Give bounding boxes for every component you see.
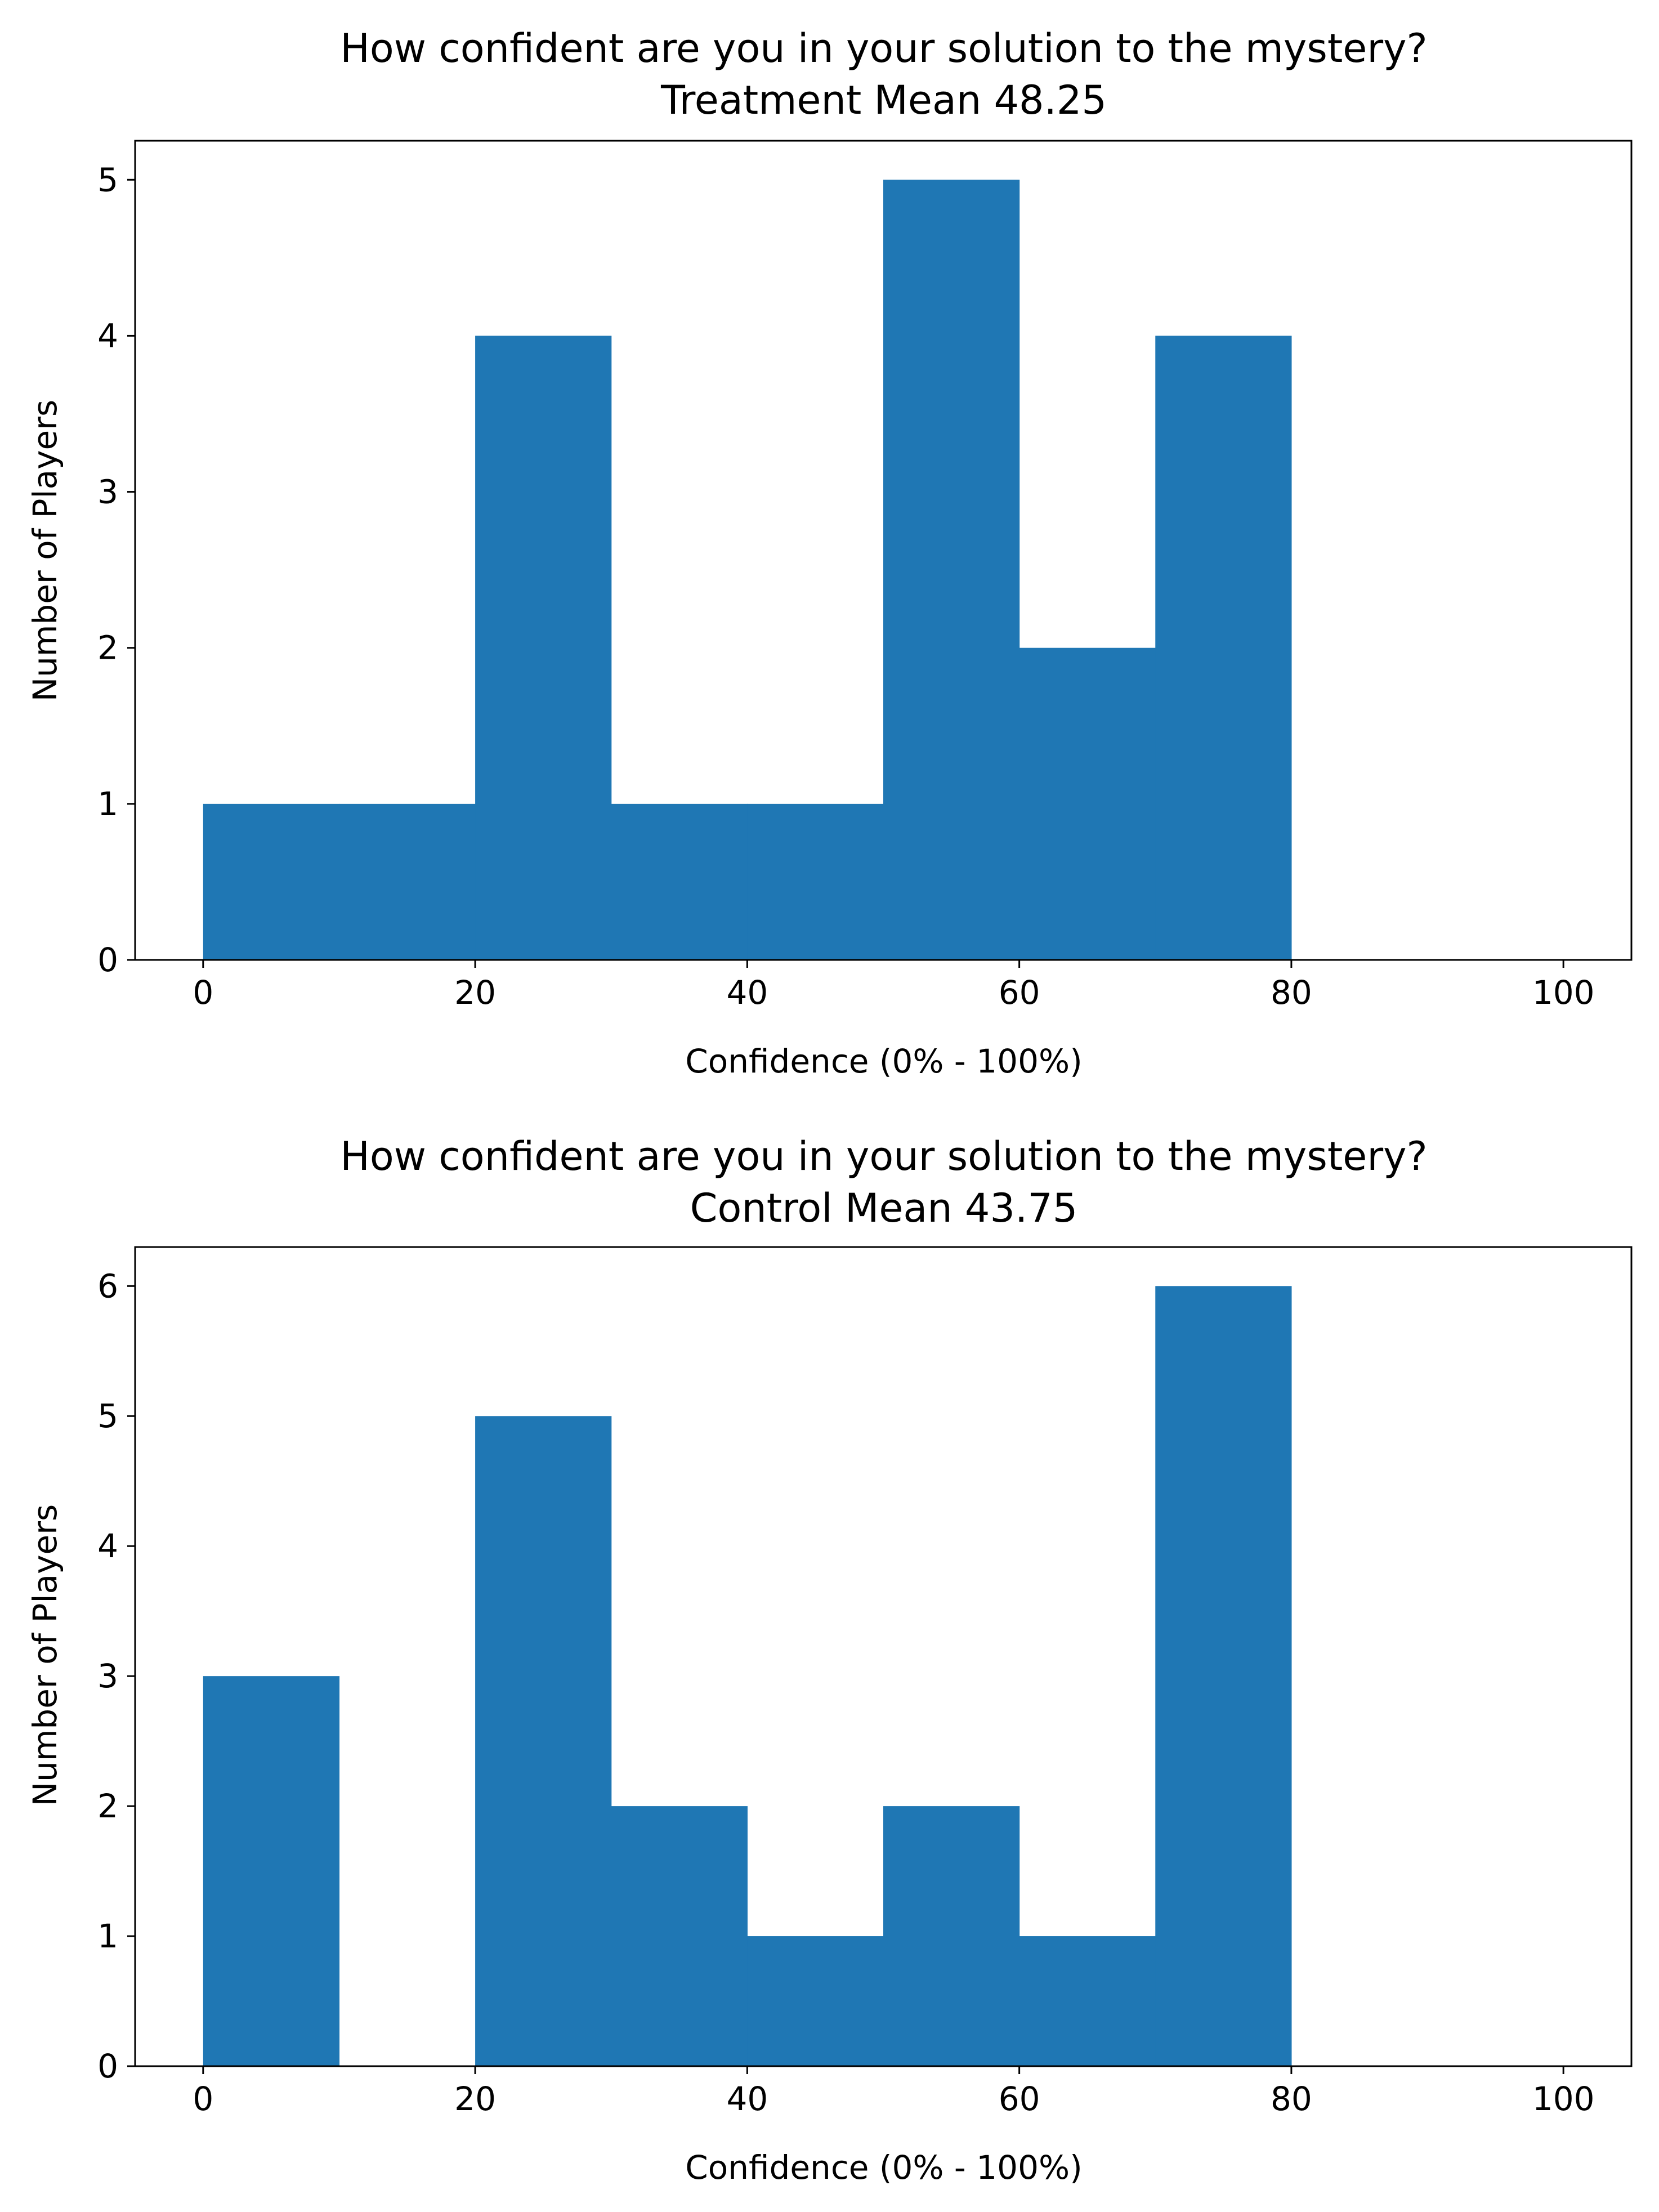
x-tick-label: 20 — [454, 2080, 496, 2118]
x-tick-label: 40 — [726, 2080, 768, 2118]
y-tick-label: 2 — [97, 1787, 118, 1825]
chart-title: How confident are you in your solution t… — [340, 1133, 1427, 1179]
histogram-bar — [1019, 1936, 1156, 2066]
histogram-bars — [203, 180, 1292, 960]
plot-frame — [134, 1246, 1633, 2067]
chart-title: How confident are you in your solution t… — [340, 25, 1427, 72]
y-tick-label: 3 — [97, 473, 118, 511]
x-tick-label: 40 — [726, 973, 768, 1012]
x-tick-label: 60 — [999, 973, 1040, 1012]
y-axis-label: Number of Players — [26, 400, 64, 701]
histogram-bar — [203, 803, 340, 960]
histogram-bar — [883, 1806, 1020, 2066]
histogram-bar — [611, 803, 748, 960]
chart-subtitle: Treatment Mean 48.25 — [660, 77, 1107, 123]
y-tick-label: 1 — [97, 785, 118, 823]
histogram-bar — [1155, 336, 1292, 960]
y-tick-label: 4 — [97, 1527, 118, 1565]
y-tick-label: 4 — [97, 316, 118, 355]
x-axis-label: Confidence (0% - 100%) — [685, 2148, 1082, 2187]
x-tick-label: 0 — [193, 973, 213, 1012]
histogram-bar — [203, 1676, 340, 2066]
axis-ticks: 0 20 40 60 80 100 0 1 2 3 4 5 — [97, 160, 1594, 1012]
y-tick-label: 1 — [97, 1917, 118, 1955]
y-tick-label: 5 — [97, 1397, 118, 1435]
chart-subtitle: Control Mean 43.75 — [690, 1185, 1078, 1231]
histogram-bar — [1155, 1286, 1292, 2066]
y-tick-label: 6 — [97, 1267, 118, 1305]
y-tick-label: 3 — [97, 1657, 118, 1695]
x-tick-label: 60 — [999, 2080, 1040, 2118]
x-axis-label: Confidence (0% - 100%) — [685, 1042, 1082, 1080]
axis-ticks: 0 20 40 60 80 100 0 1 2 3 4 5 6 — [97, 1267, 1594, 2118]
plot-frame — [134, 140, 1633, 961]
treatment-histogram-panel: How confident are you in your solution t… — [26, 25, 1633, 1080]
histogram-bar — [339, 803, 476, 960]
x-tick-label: 0 — [193, 2080, 213, 2118]
x-tick-label: 20 — [454, 973, 496, 1012]
y-tick-label: 0 — [97, 941, 118, 979]
x-tick-label: 100 — [1532, 973, 1595, 1012]
histogram-bar — [883, 180, 1020, 960]
control-histogram-panel: How confident are you in your solution t… — [26, 1133, 1633, 2187]
histogram-bar — [475, 336, 612, 960]
y-axis-label: Number of Players — [26, 1504, 64, 1806]
x-tick-label: 80 — [1271, 2080, 1312, 2118]
histogram-bar — [1019, 647, 1156, 960]
histogram-bars — [203, 1286, 1292, 2066]
y-tick-label: 0 — [97, 2047, 118, 2085]
histogram-bar — [747, 803, 884, 960]
x-tick-label: 100 — [1532, 2080, 1595, 2118]
y-tick-label: 5 — [97, 160, 118, 199]
histogram-bar — [747, 1936, 884, 2066]
histogram-bar — [611, 1806, 748, 2066]
histogram-bar — [475, 1416, 612, 2066]
x-tick-label: 80 — [1271, 973, 1312, 1012]
y-tick-label: 2 — [97, 629, 118, 667]
